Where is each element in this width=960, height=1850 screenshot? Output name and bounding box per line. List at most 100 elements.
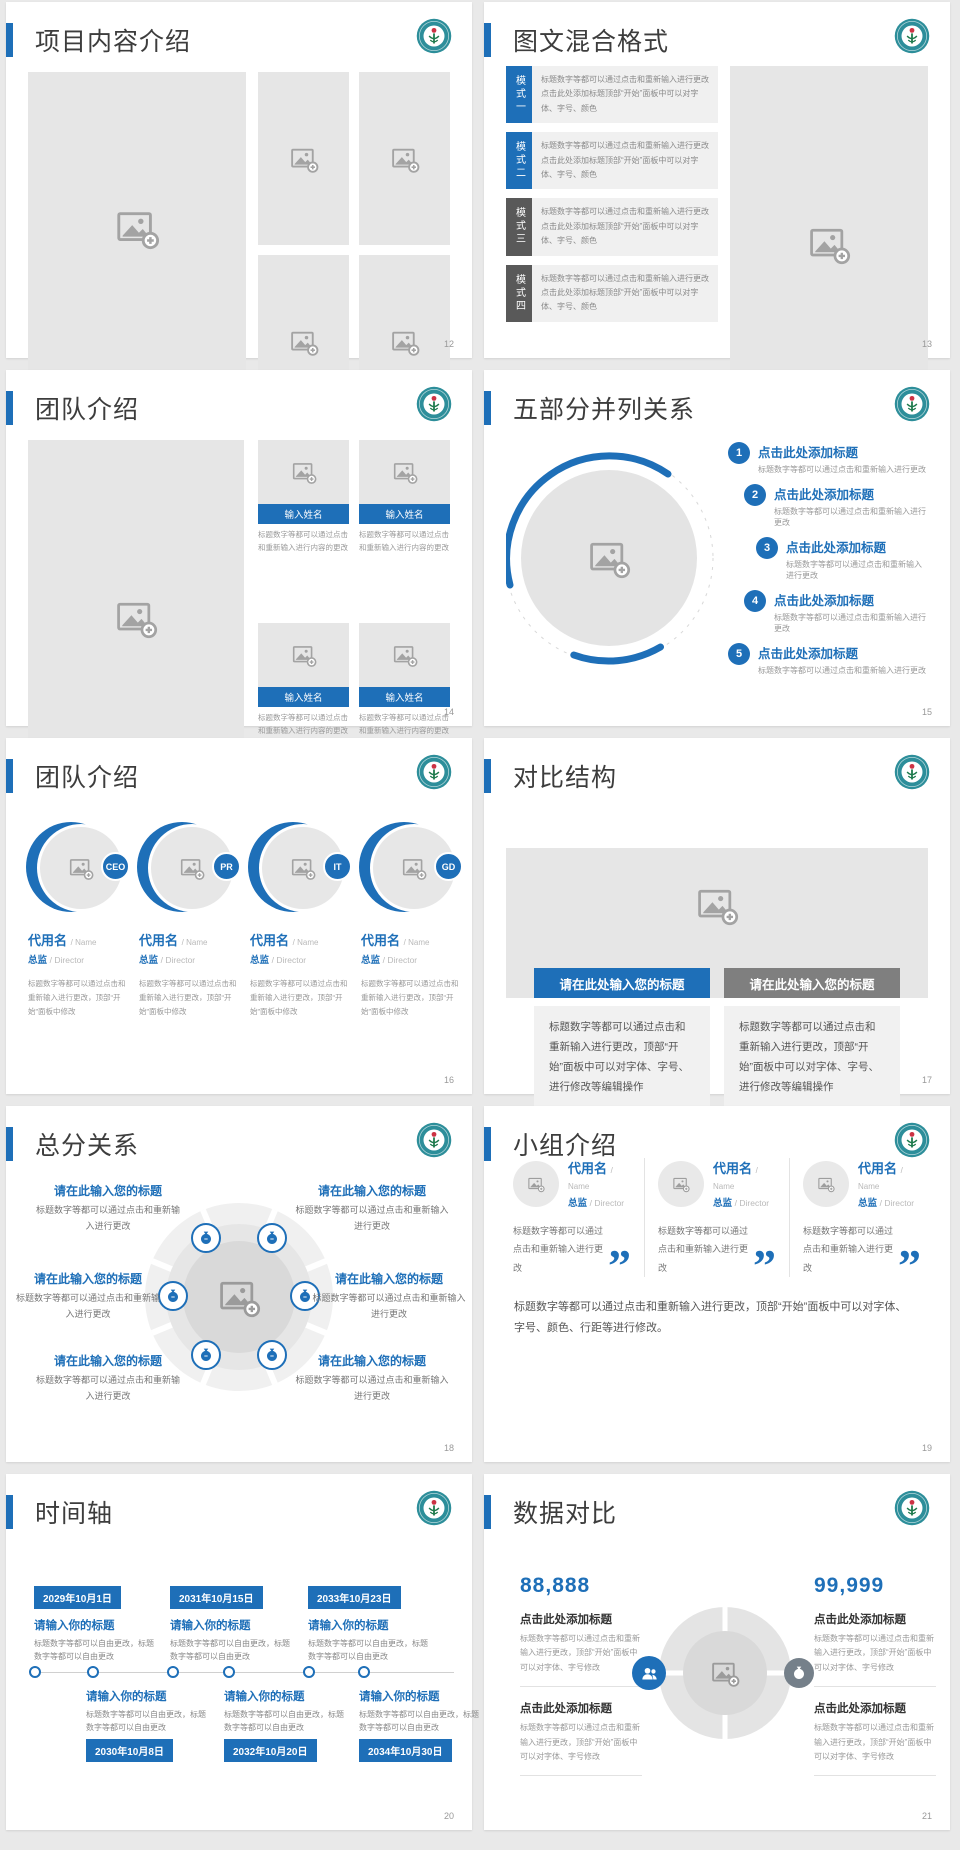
timeline-node xyxy=(358,1666,370,1678)
slide-thumbnail-16[interactable]: 团队介绍 CEO 代用名 / Name 总监 / Director 标题数字等都… xyxy=(6,738,472,1094)
school-badge-icon xyxy=(416,18,452,54)
footer-text: 标题数字等都可以通过点击和重新输入进行更改，顶部“开始”面板中可以对字体、字号、… xyxy=(514,1301,907,1335)
slide-thumbnail-13[interactable]: 图文混合格式 模式一 标题数字等都可以通过点击和重新输入进行更改 点击此处添加标… xyxy=(484,2,950,422)
timeline-event: 2033年10月23日 请输入你的标题 标题数字等都可以自由更改，标题数字等都可… xyxy=(308,1586,434,1663)
mode-row: 模式二 标题数字等都可以通过点击和重新输入进行更改 点击此处添加标题顶部“开始”… xyxy=(506,132,718,190)
mode-tab: 模式二 xyxy=(506,132,532,190)
section-title: 点击此处添加标题 xyxy=(814,1703,906,1716)
event-date: 2031年10月15日 xyxy=(170,1586,263,1609)
timeline-event: 请输入你的标题 标题数字等都可以自由更改，标题数字等都可以自由更改 2030年1… xyxy=(86,1688,212,1763)
page-number: 21 xyxy=(921,1811,932,1821)
title-accent-bar xyxy=(484,391,491,425)
member-name-bar: 输入姓名 xyxy=(258,504,349,524)
member-role-en: / Director xyxy=(734,1198,770,1208)
avatar xyxy=(658,1160,704,1207)
image-placeholder-icon xyxy=(672,1175,690,1193)
section-text: 标题数字等都可以通过点击和重新输入进行更改，顶部“开始”面板中可以对字体、字号修… xyxy=(814,1634,934,1672)
page-number: 12 xyxy=(443,339,454,349)
member-text: 标题数字等都可以通过点击和重新输入进行更改，顶部“开始”面板中修改 xyxy=(361,979,459,1016)
people-icon xyxy=(632,1656,666,1690)
team-member-column: PR 代用名 / Name 总监 / Director 标题数字等都可以通过点击… xyxy=(137,822,241,1164)
item-title: 请在此输入您的标题 xyxy=(317,1354,426,1368)
member-text: 标题数字等都可以通过点击和重新输入进行更改，顶部“开始”面板中修改 xyxy=(139,979,237,1016)
money-bag-icon xyxy=(191,1223,221,1253)
member-name-en: / Name xyxy=(292,938,319,947)
slide-thumbnail-17[interactable]: 对比结构 请在此处输入您的标题 请在此处输入您的标题 标题数字等都可以通过点击和… xyxy=(484,738,950,1112)
item-text: 标题数字等都可以通过点击和重新输入进行更改 xyxy=(786,560,922,580)
school-badge-icon xyxy=(894,754,930,790)
item-number-badge: 2 xyxy=(744,484,766,506)
image-placeholder xyxy=(730,66,928,422)
item-title: 请在此输入您的标题 xyxy=(334,1272,443,1286)
item-text: 标题数字等都可以通过点击和重新输入进行更改 xyxy=(758,465,926,474)
event-title: 请输入你的标题 xyxy=(308,1620,389,1632)
image-placeholder-icon xyxy=(401,855,427,881)
item-number-badge: 3 xyxy=(756,537,778,559)
member-role: 总监 xyxy=(713,1198,733,1209)
member-name-en: / Name xyxy=(403,938,430,947)
slide-title: 时间轴 xyxy=(35,1500,114,1528)
item-text: 标题数字等都可以通过点击和重新输入进行更改 xyxy=(35,1375,180,1401)
team-member-cell: 输入姓名 标题数字等都可以通过点击和重新输入进行内容的更改 xyxy=(258,440,349,613)
image-placeholder-icon xyxy=(289,327,319,357)
timeline-node xyxy=(223,1666,235,1678)
data-section: 点击此处添加标题 标题数字等都可以通过点击和重新输入进行更改，顶部“开始”面板中… xyxy=(814,1611,936,1688)
item-number-badge: 4 xyxy=(744,590,766,612)
title-accent-bar xyxy=(6,759,13,793)
money-bag-icon xyxy=(257,1340,287,1370)
money-bag-icon xyxy=(158,1281,188,1311)
money-bag-icon xyxy=(257,1223,287,1253)
slide-thumbnail-21[interactable]: 数据对比 88,888 点击此处添加标题 标题数字等都可以通过点击和重新输入进行… xyxy=(484,1474,950,1830)
image-placeholder-icon xyxy=(179,855,205,881)
member-role-en: / Director xyxy=(160,955,196,965)
item-text: 标题数字等都可以通过点击和重新输入进行更改 xyxy=(35,1205,180,1231)
member-text: 标题数字等都可以通过点击和重新输入进行内容的更改 xyxy=(359,713,449,735)
comparison-header-left: 请在此处输入您的标题 xyxy=(534,968,710,998)
member-role-en: / Director xyxy=(49,955,85,965)
page-number: 15 xyxy=(921,707,932,717)
slide-title: 小组介绍 xyxy=(513,1132,618,1160)
title-accent-bar xyxy=(6,391,13,425)
slide-thumbnail-12[interactable]: 项目内容介绍 标题数字等都可以通过点击和重新输入进行更改，顶部“开始”面板中可以… xyxy=(6,2,472,428)
comparison-header-right: 请在此处输入您的标题 xyxy=(724,968,900,998)
mode-row: 模式四 标题数字等都可以通过点击和重新输入进行更改 点击此处添加标题顶部“开始”… xyxy=(506,264,718,322)
event-date: 2034年10月30日 xyxy=(359,1739,452,1763)
member-role: 总监 xyxy=(250,955,270,966)
slide-thumbnail-20[interactable]: 时间轴 2029年10月1日 请输入你的标题 标题数字等都可以自由更改，标题数字… xyxy=(6,1474,479,1830)
comparison-text-right: 标题数字等都可以通过点击和重新输入进行更改，顶部“开始”面板中可以对字体、字号、… xyxy=(724,1006,900,1112)
data-section: 点击此处添加标题 标题数字等都可以通过点击和重新输入进行更改，顶部“开始”面板中… xyxy=(520,1611,642,1688)
slide-title: 团队介绍 xyxy=(35,764,140,792)
timeline-axis xyxy=(30,1672,454,1673)
timeline-event: 2029年10月1日 请输入你的标题 标题数字等都可以自由更改，标题数字等都可以… xyxy=(34,1586,160,1663)
image-placeholder-icon xyxy=(114,596,158,640)
slide-thumbnail-19[interactable]: 小组介绍 代用名 / Name 总监 / Director 标题数字等都可以通过… xyxy=(484,1106,950,1462)
member-name: 代用名 xyxy=(139,933,179,948)
title-accent-bar xyxy=(6,1495,13,1529)
team-member-cell: 输入姓名 标题数字等都可以通过点击和重新输入进行内容的更改 xyxy=(258,623,349,796)
member-text: 标题数字等都可以通过点击和重新输入进行内容的更改 xyxy=(359,530,449,552)
mode-text: 标题数字等都可以通过点击和重新输入进行更改 点击此处添加标题顶部“开始”面板中可… xyxy=(532,264,718,322)
school-badge-icon xyxy=(894,386,930,422)
big-number: 99,999 xyxy=(814,1574,885,1597)
slide-title: 五部分并列关系 xyxy=(513,396,696,424)
item-title: 点击此处添加标题 xyxy=(786,541,887,555)
slide-title: 总分关系 xyxy=(35,1132,140,1160)
slide-thumbnail-18[interactable]: 总分关系 xyxy=(6,1106,472,1462)
numbered-item: 2 点击此处添加标题 标题数字等都可以通过点击和重新输入进行更改 xyxy=(744,484,928,528)
page-number: 13 xyxy=(921,339,932,349)
page-number: 17 xyxy=(921,1075,932,1085)
ring-diagram xyxy=(145,1203,333,1391)
slide-thumbnail-15[interactable]: 五部分并列关系 1 点击此处添加标题 标 xyxy=(484,370,950,726)
role-badge: IT xyxy=(323,852,352,881)
slide-thumbnail-14[interactable]: 团队介绍 标题数字等都可以通过点击和重新输入进行更改，顶部“开 始”面板中可以对… xyxy=(6,370,472,796)
image-placeholder-icon xyxy=(807,222,851,266)
school-badge-icon xyxy=(416,386,452,422)
team-member-column: GD 代用名 / Name 总监 / Director 标题数字等都可以通过点击… xyxy=(359,822,463,1164)
event-text: 标题数字等都可以自由更改，标题数字等都可以自由更改 xyxy=(359,1710,479,1733)
item-title: 点击此处添加标题 xyxy=(758,446,859,460)
big-number: 88,888 xyxy=(520,1574,591,1597)
item-title: 点击此处添加标题 xyxy=(774,594,875,608)
member-name: 代用名 xyxy=(361,933,401,948)
image-placeholder-icon xyxy=(390,327,420,357)
page-number: 19 xyxy=(921,1443,932,1453)
